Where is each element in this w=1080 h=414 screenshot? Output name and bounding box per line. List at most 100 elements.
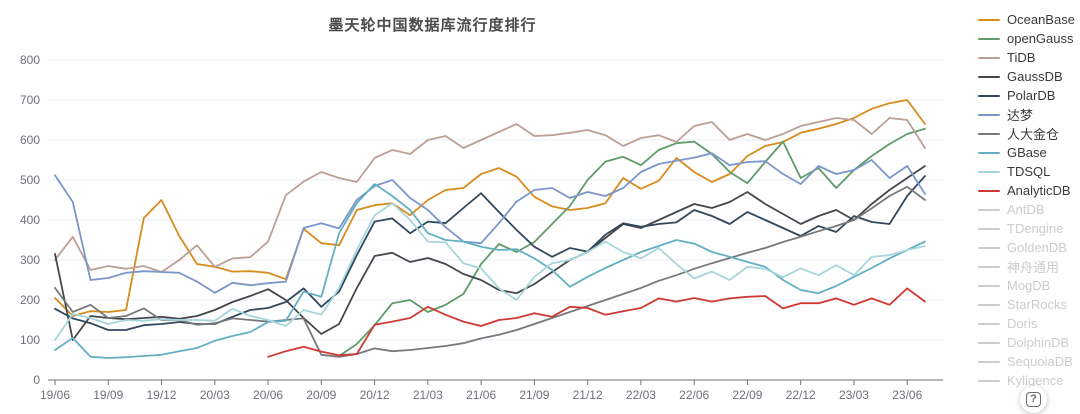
legend-swatch <box>978 227 1000 230</box>
x-axis-label: 20/06 <box>253 388 283 402</box>
series-line-GBase <box>54 183 926 359</box>
x-axis-label: 19/09 <box>93 388 123 402</box>
legend-item-人大金仓[interactable]: 人大金仓 <box>978 124 1080 143</box>
help-button[interactable]: ? <box>1020 386 1047 413</box>
legend-label: TDengine <box>1007 221 1064 236</box>
line-chart-plot: 0 100 200 300 400 500 600 700 800 19/06 19/09 19/12… <box>20 53 943 402</box>
legend-label: MogDB <box>1007 278 1051 293</box>
legend-swatch <box>978 284 1000 287</box>
legend-label: GaussDB <box>1007 69 1063 84</box>
legend-label: OceanBase <box>1007 12 1075 27</box>
legend-label: TiDB <box>1007 50 1036 65</box>
x-axis-label: 22/03 <box>626 388 656 402</box>
x-axis-label: 22/09 <box>732 388 762 402</box>
legend-item-GBase[interactable]: GBase <box>978 143 1080 162</box>
legend-item-Kyligence[interactable]: Kyligence <box>978 371 1080 390</box>
legend-label: openGauss <box>1007 31 1074 46</box>
legend-label: GoldenDB <box>1007 240 1067 255</box>
series-line-GaussDB <box>54 165 926 341</box>
legend-item-StarRocks[interactable]: StarRocks <box>978 295 1080 314</box>
legend-label: SequoiaDB <box>1007 354 1073 369</box>
legend-item-Doris[interactable]: Doris <box>978 314 1080 333</box>
legend-item-SequoiaDB[interactable]: SequoiaDB <box>978 352 1080 371</box>
legend-label: Doris <box>1007 316 1038 331</box>
legend-swatch <box>978 341 1000 344</box>
legend-item-TiDB[interactable]: TiDB <box>978 48 1080 67</box>
legend-swatch <box>978 151 1000 154</box>
legend-swatch <box>978 265 1000 268</box>
legend-label: TDSQL <box>1007 164 1051 179</box>
x-axis-label: 19/06 <box>40 388 70 402</box>
legend-item-PolarDB[interactable]: PolarDB <box>978 86 1080 105</box>
legend-label: 神舟通用 <box>1007 260 1060 275</box>
series-line-openGauss <box>338 127 926 357</box>
x-axis-label: 22/12 <box>786 388 816 402</box>
legend-swatch <box>978 360 1000 363</box>
legend-item-AnalyticDB[interactable]: AnalyticDB <box>978 181 1080 200</box>
legend-swatch <box>978 208 1000 211</box>
legend-swatch <box>978 18 1000 21</box>
legend-item-MogDB[interactable]: MogDB <box>978 276 1080 295</box>
legend-swatch <box>978 75 1000 78</box>
legend-item-openGauss[interactable]: openGauss <box>978 29 1080 48</box>
legend-label: StarRocks <box>1007 297 1067 312</box>
y-axis-label: 500 <box>20 173 40 187</box>
legend-item-DolphinDB[interactable]: DolphinDB <box>978 333 1080 352</box>
legend-item-神舟通用[interactable]: 神舟通用 <box>978 257 1080 276</box>
legend-label: GBase <box>1007 145 1047 160</box>
x-axis-label: 23/06 <box>892 388 922 402</box>
x-axis-label: 21/03 <box>413 388 443 402</box>
y-axis-label: 400 <box>20 213 40 227</box>
x-axis-label: 20/12 <box>360 388 390 402</box>
x-axis-label: 20/03 <box>200 388 230 402</box>
series-line-人大金仓 <box>54 185 926 358</box>
legend-swatch <box>978 94 1000 97</box>
x-axis-label: 21/12 <box>573 388 603 402</box>
legend-swatch <box>978 56 1000 59</box>
y-axis-label: 200 <box>20 293 40 307</box>
legend-item-达梦[interactable]: 达梦 <box>978 105 1080 124</box>
x-axis-label: 21/09 <box>519 388 549 402</box>
legend-label: PolarDB <box>1007 88 1056 103</box>
y-axis-label: 300 <box>20 253 40 267</box>
y-axis-label: 100 <box>20 333 40 347</box>
legend-label: DolphinDB <box>1007 335 1070 350</box>
legend-label: 达梦 <box>1007 108 1034 123</box>
legend-item-OceanBase[interactable]: OceanBase <box>978 10 1080 29</box>
series-line-OceanBase <box>54 99 926 317</box>
legend-swatch <box>978 113 1000 116</box>
legend-swatch <box>978 246 1000 249</box>
legend-label: AntDB <box>1007 202 1045 217</box>
legend-item-AntDB[interactable]: AntDB <box>978 200 1080 219</box>
legend-swatch <box>978 189 1000 192</box>
chart-title: 墨天轮中国数据库流行度排行 <box>328 17 537 34</box>
y-axis-label: 700 <box>20 93 40 107</box>
series-line-AnalyticDB <box>267 287 926 358</box>
y-axis-label: 0 <box>33 373 40 387</box>
series-line-达梦 <box>54 152 926 294</box>
y-axis-label: 800 <box>20 53 40 67</box>
chart-legend: OceanBase openGauss TiDB GaussDB PolarDB 达梦人大… <box>978 10 1080 390</box>
y-axis-label: 600 <box>20 133 40 147</box>
legend-swatch <box>978 322 1000 325</box>
x-axis-label: 22/06 <box>679 388 709 402</box>
legend-label: Kyligence <box>1007 373 1064 388</box>
legend-item-GoldenDB[interactable]: GoldenDB <box>978 238 1080 257</box>
legend-swatch <box>978 132 1000 135</box>
legend-swatch <box>978 379 1000 382</box>
legend-item-TDengine[interactable]: TDengine <box>978 219 1080 238</box>
question-icon: ? <box>1026 392 1041 407</box>
series-line-TDSQL <box>54 202 926 341</box>
legend-label: 人大金仓 <box>1007 127 1060 142</box>
x-axis-label: 23/03 <box>839 388 869 402</box>
legend-swatch <box>978 303 1000 306</box>
series-line-TiDB <box>54 117 926 273</box>
x-axis-label: 21/06 <box>466 388 496 402</box>
x-axis-label: 20/09 <box>306 388 336 402</box>
legend-swatch <box>978 37 1000 40</box>
legend-item-TDSQL[interactable]: TDSQL <box>978 162 1080 181</box>
legend-swatch <box>978 170 1000 173</box>
x-axis-label: 19/12 <box>147 388 177 402</box>
legend-item-GaussDB[interactable]: GaussDB <box>978 67 1080 86</box>
